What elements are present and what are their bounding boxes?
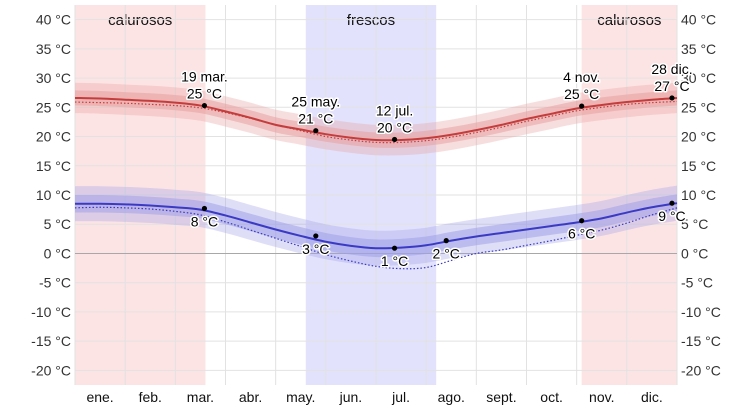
annotation-point-5 (201, 205, 208, 212)
annotation-label-10-0: 9 °C (658, 208, 685, 224)
annotation-point-0 (201, 102, 208, 109)
x-tick-11: dic. (641, 389, 663, 405)
annotation-label-1-0: 25 may. (291, 94, 340, 110)
y-tick-right-0: 40 °C (681, 12, 716, 28)
annotation-halo-9-0: 6 °C (568, 226, 595, 242)
annotation-point-6 (313, 233, 319, 239)
x-tick-4: may. (286, 389, 315, 405)
annotation-halo-2-1: 20 °C (377, 119, 412, 135)
x-tick-1: feb. (139, 389, 162, 405)
annotation-label-0-1: 25 °C (187, 86, 222, 102)
annotation-label-7-0: 1 °C (381, 253, 408, 269)
annotation-halo-0-0: 19 mar. (181, 69, 228, 85)
x-tick-2: mar. (187, 389, 214, 405)
x-tick-10: nov. (589, 389, 614, 405)
axis-labels: 40 °C 40 °C 35 °C 35 °C 30 °C 30 °C 25 °C 25 °C… (31, 12, 721, 405)
annotation-point-4 (669, 95, 675, 101)
x-tick-3: abr. (239, 389, 262, 405)
annotation-label-1-1: 21 °C (298, 111, 333, 127)
annotation-halo-6-0: 3 °C (302, 241, 329, 257)
annotation-label-3-0: 4 nov. (563, 69, 600, 85)
annotation-label-9-0: 6 °C (568, 226, 595, 242)
y-tick-right-1: 35 °C (681, 41, 716, 57)
y-tick-left-9: -5 °C (39, 275, 71, 291)
y-tick-right-9: -5 °C (681, 275, 713, 291)
annotation-halo-1-0: 25 may. (291, 94, 340, 110)
x-tick-6: jul. (391, 389, 410, 405)
y-tick-right-7: 5 °C (681, 216, 708, 232)
series-layer (74, 82, 678, 270)
y-tick-left-0: 40 °C (36, 12, 71, 28)
annotation-halo-4-1: 27 °C (654, 78, 689, 94)
y-tick-left-4: 20 °C (36, 129, 71, 145)
annotation-point-2 (391, 136, 398, 143)
annotation-point-9 (579, 218, 585, 224)
annotations: 19 mar.19 mar.25 °C25 °C25 may.25 may.21… (180, 59, 695, 270)
y-tick-left-7: 5 °C (44, 216, 71, 232)
annotation-label-4-0: 28 dic. (651, 61, 692, 77)
annotation-point-7 (391, 245, 398, 251)
y-tick-right-11: -15 °C (681, 333, 721, 349)
series-1-line (74, 202, 678, 250)
annotation-halo-1-1: 21 °C (298, 111, 333, 127)
annotation-label-5-0: 8 °C (191, 213, 218, 229)
y-tick-left-6: 10 °C (36, 187, 71, 203)
x-tick-8: sept. (486, 389, 516, 405)
x-tick-0: ene. (86, 389, 113, 405)
x-tick-5: jun. (339, 389, 363, 405)
series-0-inner-band (75, 90, 677, 148)
x-tick-7: ago. (438, 389, 465, 405)
y-tick-right-2: 30 °C (681, 70, 716, 86)
y-tick-left-12: -20 °C (31, 362, 71, 378)
series-1-dotted-line (74, 206, 678, 270)
annotation-halo-10-0: 9 °C (658, 208, 685, 224)
y-tick-right-10: -10 °C (681, 304, 721, 320)
season-band-label-0: calurosos (108, 12, 172, 29)
annotation-point-1 (313, 128, 319, 134)
y-tick-right-4: 20 °C (681, 129, 716, 145)
series-0-dotted-line (74, 100, 678, 144)
annotation-label-8-0: 2 °C (433, 246, 460, 262)
y-tick-right-6: 10 °C (681, 187, 716, 203)
annotation-halo-4-0: 28 dic. (651, 61, 692, 77)
y-tick-left-10: -10 °C (31, 304, 71, 320)
annotation-halo-0-1: 25 °C (187, 86, 222, 102)
y-tick-left-8: 0 °C (44, 245, 71, 261)
season-band-label-2: calurosos (597, 12, 661, 29)
annotation-label-3-1: 25 °C (564, 86, 599, 102)
annotation-label-0-0: 19 mar. (181, 69, 228, 85)
annotation-halo-3-1: 25 °C (564, 86, 599, 102)
annotation-label-6-0: 3 °C (302, 241, 329, 257)
annotation-halo-5-0: 8 °C (191, 213, 218, 229)
y-tick-left-11: -15 °C (31, 333, 71, 349)
annotation-point-3 (579, 103, 585, 109)
annotation-point-8 (443, 238, 449, 244)
x-tick-9: oct. (540, 389, 563, 405)
annotation-halo-7-0: 1 °C (381, 253, 408, 269)
annotation-label-4-1: 27 °C (654, 78, 689, 94)
y-tick-right-3: 25 °C (681, 99, 716, 115)
y-tick-left-1: 35 °C (36, 41, 71, 57)
annotation-halo-2-0: 12 jul. (376, 102, 413, 118)
series-1-inner-band (75, 194, 677, 258)
y-tick-left-5: 15 °C (36, 158, 71, 174)
annotation-label-2-1: 20 °C (377, 119, 412, 135)
annotation-halo-8-0: 2 °C (433, 246, 460, 262)
y-tick-left-2: 30 °C (36, 70, 71, 86)
annotation-label-2-0: 12 jul. (376, 102, 413, 118)
y-tick-right-12: -20 °C (681, 362, 721, 378)
y-tick-right-8: 0 °C (681, 245, 708, 261)
annotation-halo-3-0: 4 nov. (563, 69, 600, 85)
season-band-label-1: frescos (347, 12, 395, 29)
y-tick-right-5: 15 °C (681, 158, 716, 174)
annotation-point-10 (669, 200, 675, 206)
y-tick-left-3: 25 °C (36, 99, 71, 115)
series-0-outer-band (75, 82, 677, 156)
series-0-line (74, 96, 678, 142)
